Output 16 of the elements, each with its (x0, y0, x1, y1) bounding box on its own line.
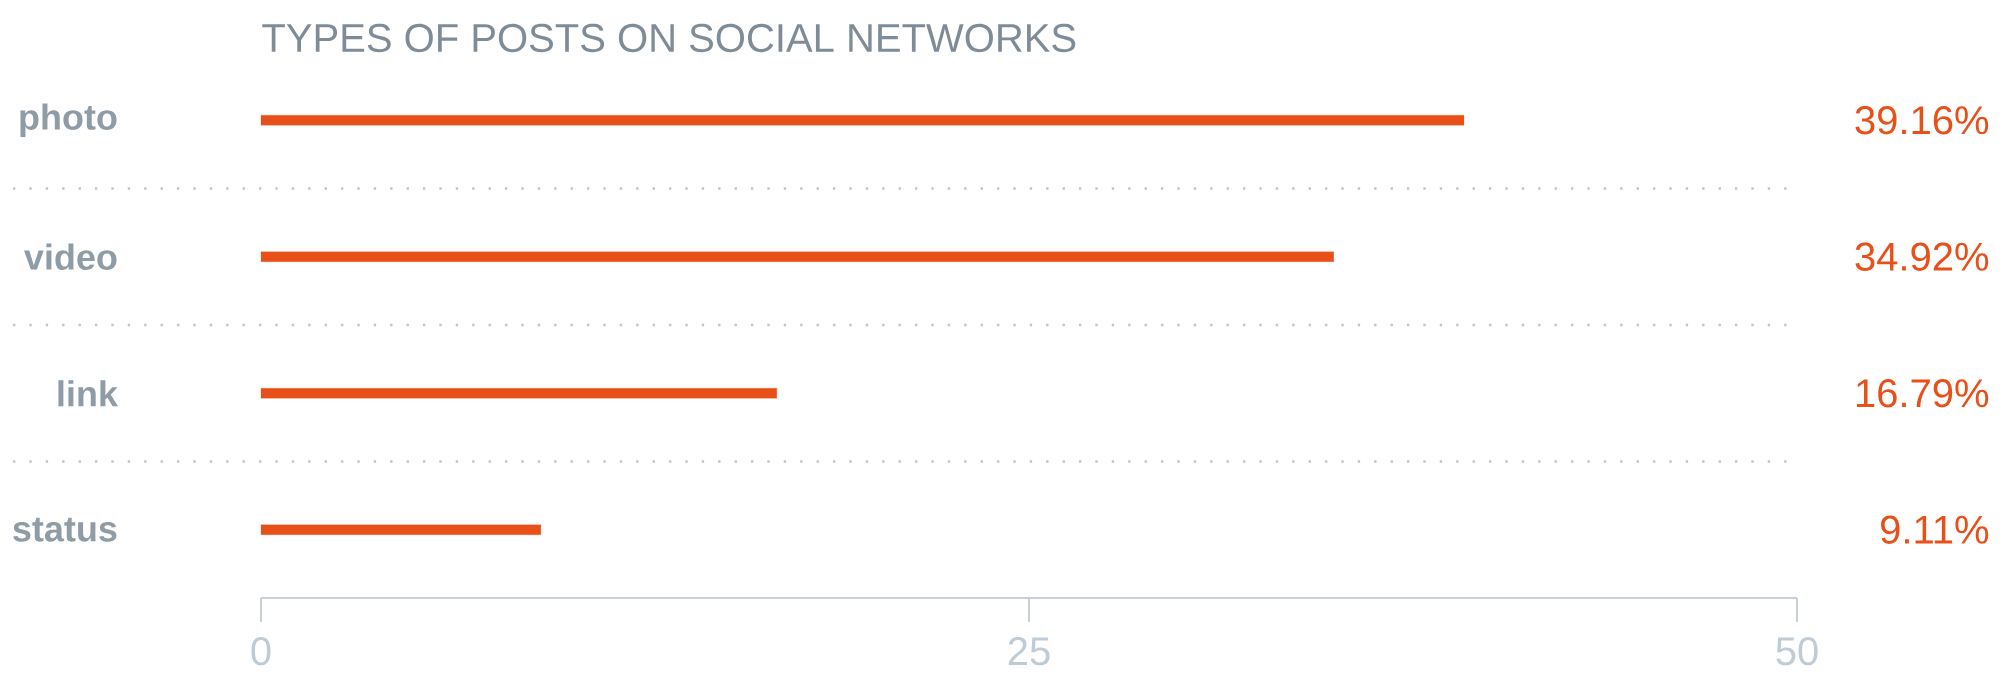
x-tick-label: 50 (1776, 637, 1818, 666)
data-label: 39.16% (1855, 106, 1989, 135)
y-tick-label: video (24, 243, 117, 270)
data-label: 9.11% (1881, 515, 1989, 544)
data-label: 16.79% (1856, 379, 1989, 408)
bar (260, 388, 777, 399)
bar (260, 524, 541, 535)
x-tick-label: 0 (251, 637, 271, 666)
data-label: 34.92% (1855, 242, 1989, 271)
x-tick-label: 25 (1008, 637, 1050, 666)
bar (260, 251, 1334, 262)
chart-title: TYPES OF POSTS ON SOCIAL NETWORKS (262, 23, 1076, 53)
y-tick-label: link (58, 380, 119, 407)
bar (260, 115, 1465, 126)
y-tick-label: status (13, 517, 117, 542)
y-tick-label: photo (20, 103, 117, 138)
